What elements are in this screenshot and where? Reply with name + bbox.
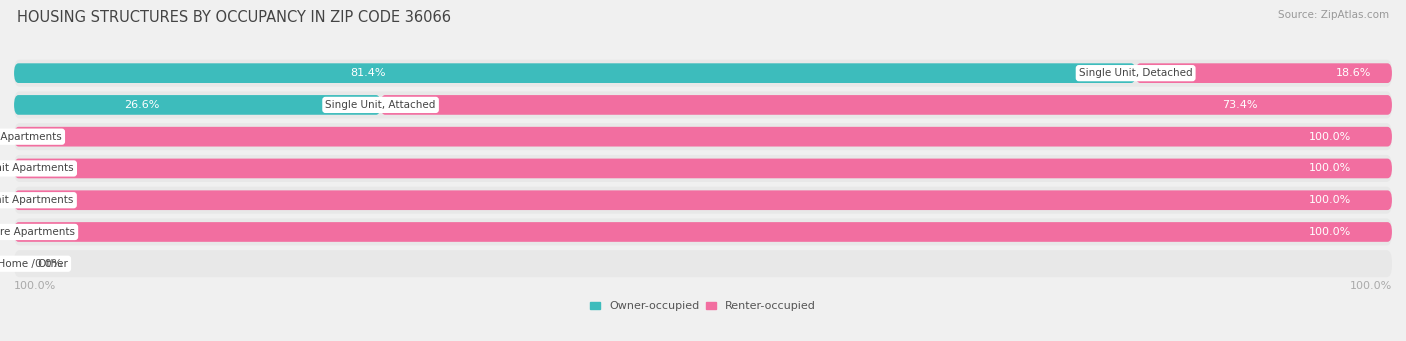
Text: 81.4%: 81.4% (350, 68, 387, 78)
Text: 0.0%: 0.0% (35, 259, 63, 269)
FancyBboxPatch shape (14, 63, 1136, 83)
FancyBboxPatch shape (14, 95, 381, 115)
FancyBboxPatch shape (14, 155, 1392, 182)
FancyBboxPatch shape (14, 159, 1392, 178)
FancyBboxPatch shape (14, 187, 1392, 214)
Legend: Owner-occupied, Renter-occupied: Owner-occupied, Renter-occupied (586, 297, 820, 316)
Text: 100.0%: 100.0% (1309, 195, 1351, 205)
FancyBboxPatch shape (14, 250, 1392, 277)
FancyBboxPatch shape (14, 190, 1392, 210)
Text: HOUSING STRUCTURES BY OCCUPANCY IN ZIP CODE 36066: HOUSING STRUCTURES BY OCCUPANCY IN ZIP C… (17, 10, 451, 25)
Text: 2 Unit Apartments: 2 Unit Apartments (0, 132, 62, 142)
FancyBboxPatch shape (14, 222, 1392, 242)
Text: 100.0%: 100.0% (14, 281, 56, 291)
FancyBboxPatch shape (14, 60, 1392, 87)
Text: Single Unit, Attached: Single Unit, Attached (325, 100, 436, 110)
Text: 10 or more Apartments: 10 or more Apartments (0, 227, 75, 237)
Text: 100.0%: 100.0% (1309, 132, 1351, 142)
FancyBboxPatch shape (1136, 63, 1392, 83)
Text: 100.0%: 100.0% (1350, 281, 1392, 291)
FancyBboxPatch shape (14, 219, 1392, 246)
Text: Source: ZipAtlas.com: Source: ZipAtlas.com (1278, 10, 1389, 20)
FancyBboxPatch shape (14, 123, 1392, 150)
Text: 100.0%: 100.0% (1309, 227, 1351, 237)
Text: 3 or 4 Unit Apartments: 3 or 4 Unit Apartments (0, 163, 75, 174)
Text: 73.4%: 73.4% (1222, 100, 1258, 110)
FancyBboxPatch shape (14, 91, 1392, 118)
Text: 100.0%: 100.0% (1309, 163, 1351, 174)
Text: 5 to 9 Unit Apartments: 5 to 9 Unit Apartments (0, 195, 73, 205)
FancyBboxPatch shape (14, 127, 1392, 147)
Text: 18.6%: 18.6% (1336, 68, 1371, 78)
FancyBboxPatch shape (381, 95, 1392, 115)
Text: 26.6%: 26.6% (124, 100, 159, 110)
Text: Mobile Home / Other: Mobile Home / Other (0, 259, 67, 269)
Text: Single Unit, Detached: Single Unit, Detached (1078, 68, 1192, 78)
